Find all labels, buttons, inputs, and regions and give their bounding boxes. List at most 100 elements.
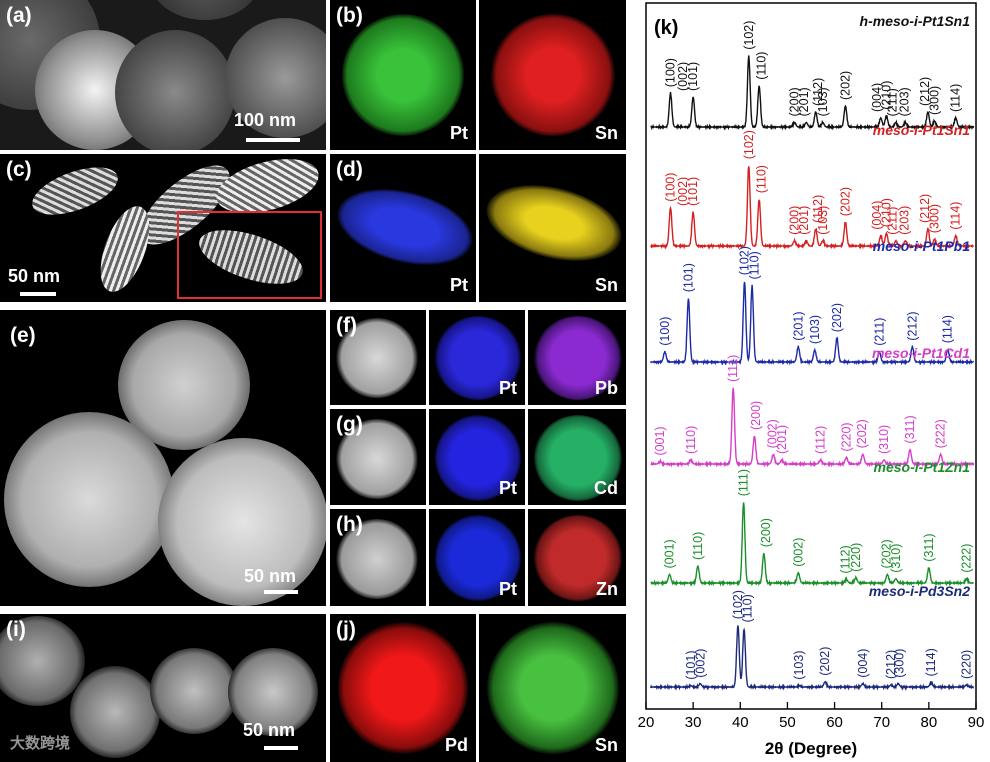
peak-label: (300) — [928, 86, 942, 115]
peak-label: (001) — [653, 426, 667, 455]
panel-label: (e) — [10, 324, 36, 347]
element-map-blob — [487, 622, 619, 754]
particle — [150, 0, 260, 20]
panel-label: (f) — [336, 314, 357, 337]
panel-f-map-pt: Pt — [429, 310, 525, 405]
peak-label: (004) — [870, 83, 884, 112]
panel-label: (j) — [336, 618, 356, 641]
scale-bar — [264, 746, 298, 750]
peak-label: (200) — [788, 87, 802, 116]
panel-i-stem-image: (i) 50 nm — [0, 614, 326, 762]
panel-b-map-pt: (b) Pt — [330, 0, 476, 150]
panel-label: (g) — [336, 413, 363, 436]
element-label: Pd — [444, 735, 468, 755]
panel-h-stem-image: (h) — [330, 509, 426, 606]
peak-label: (114) — [949, 202, 963, 230]
x-tick-label: 30 — [685, 714, 702, 731]
peak-label: (114) — [924, 648, 938, 676]
peak-label: (112) — [811, 78, 825, 106]
xrd-pattern-line — [650, 55, 975, 131]
particle — [336, 519, 418, 599]
watermark: 大数跨境 — [10, 735, 71, 752]
peak-label: (100) — [664, 173, 678, 202]
panel-label: (c) — [6, 158, 32, 181]
element-map-blob — [479, 172, 626, 274]
panel-e-stem-image: (e) 50 nm — [0, 310, 326, 606]
peak-label: (102) — [742, 21, 756, 50]
element-map-blob — [435, 515, 521, 601]
element-label: Pb — [594, 378, 618, 398]
peak-label: (102) — [742, 130, 756, 159]
peak-label: (002) — [676, 177, 690, 206]
panel-h-map-zn: Zn — [528, 509, 626, 606]
x-tick-label: 90 — [968, 714, 985, 731]
series-3: meso-i-Pt1Cd1(001) (110)(111)(200)(002)(2… — [650, 345, 975, 468]
element-label: Pt — [499, 478, 517, 498]
element-map-blob — [491, 14, 615, 136]
element-label: Pt — [450, 275, 468, 295]
peak-label: (222) — [934, 419, 948, 448]
xrd-pattern-line — [650, 387, 975, 468]
particle — [336, 318, 418, 398]
peak-label: (202) — [838, 187, 852, 216]
peak-label: (311) — [903, 415, 917, 443]
element-map-blob — [534, 415, 622, 501]
scale-bar — [264, 590, 298, 594]
panel-d-map-sn: Sn — [479, 154, 626, 302]
particle — [228, 648, 318, 736]
peak-label: (112) — [838, 545, 852, 573]
x-tick-label: 50 — [779, 714, 796, 731]
x-tick-label: 70 — [873, 714, 890, 731]
peak-label: (114) — [941, 315, 955, 343]
xrd-pattern-line — [650, 281, 975, 366]
peak-label: (110) — [740, 594, 754, 622]
scale-bar-label: 50 nm — [243, 720, 296, 740]
series-name: meso-i-Pt1Zn1 — [874, 459, 971, 475]
peak-label: (202) — [879, 539, 893, 568]
panel-g-map-cd: Cd — [528, 409, 626, 505]
series-1: meso-i-Pt1Sn1 (100)(002)(101) (102) (110) (2… — [650, 122, 974, 250]
peak-label: (110) — [691, 532, 705, 560]
series-layer: h-meso-i-Pt1Sn1(100)(002)(101)(102)(110)… — [650, 13, 975, 691]
panel-h-map-pt: Pt — [429, 509, 525, 606]
peak-label: (101) — [681, 263, 695, 292]
scale-bar — [20, 292, 56, 296]
peak-label: (111) — [726, 355, 740, 382]
peak-label: (201) — [775, 425, 789, 454]
peak-label: (211) — [886, 88, 900, 116]
particle — [158, 438, 326, 606]
peak-label: (212) — [918, 194, 932, 223]
peak-label: (103) — [808, 315, 822, 344]
element-map-blob — [534, 316, 622, 400]
peak-label: (202) — [838, 71, 852, 100]
scale-bar — [246, 138, 300, 142]
x-axis: 20 30 40 50 60 70 80 90 — [638, 702, 985, 731]
scale-bar-label: 50 nm — [8, 266, 61, 286]
x-tick-label: 20 — [638, 714, 655, 731]
peak-label: (200) — [788, 206, 802, 235]
peak-label: (002) — [676, 62, 690, 91]
peak-label: (220) — [839, 422, 853, 451]
panel-f-stem-image: (f) — [330, 310, 426, 405]
panel-d-map-pt: (d) Pt — [330, 154, 476, 302]
panel-label: (a) — [6, 4, 32, 27]
peak-label: (202) — [830, 303, 844, 332]
peak-label: (222) — [960, 544, 974, 573]
peak-label: (203) — [897, 206, 911, 235]
element-map-blob — [435, 415, 521, 501]
peak-label: (100) — [658, 317, 672, 346]
peak-label: (212) — [918, 77, 932, 106]
peak-label: (103) — [816, 206, 830, 235]
element-label: Pt — [499, 579, 517, 599]
series-name: h-meso-i-Pt1Sn1 — [860, 13, 971, 29]
peak-label: (101) — [686, 62, 700, 91]
peak-label: (300) — [928, 204, 942, 233]
particle — [70, 666, 160, 758]
peak-label: (310) — [889, 544, 903, 573]
element-map-blob — [330, 176, 476, 278]
series-name: meso-i-Pt1Pb1 — [873, 238, 970, 254]
panel-label: (d) — [336, 158, 363, 181]
panel-a-stem-image: (a) 100 nm — [0, 0, 326, 150]
peak-label: (201) — [797, 87, 811, 116]
peak-label: (110) — [755, 52, 769, 80]
